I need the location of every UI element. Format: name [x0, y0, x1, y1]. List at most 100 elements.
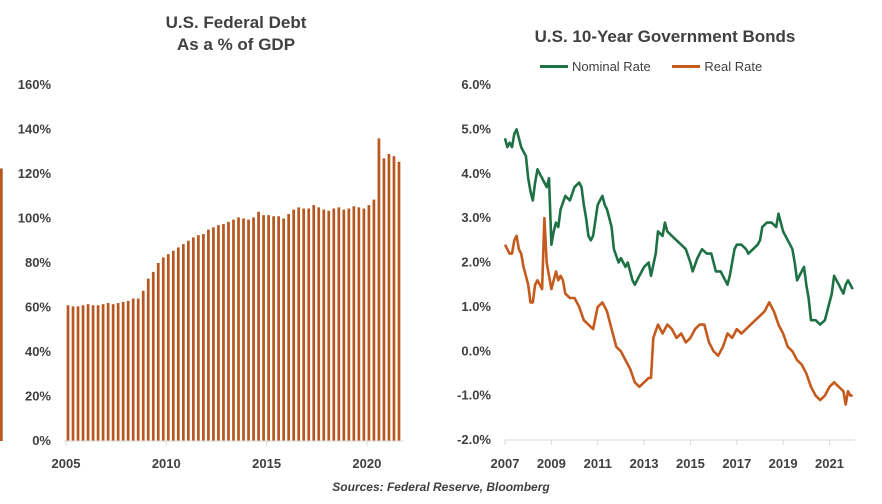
debt-bar	[237, 217, 240, 441]
debt-bar	[382, 158, 386, 442]
x-tick-label-debt: 2005	[52, 456, 81, 471]
x-tick-label-bonds: 2017	[722, 456, 751, 471]
debt-bar	[116, 303, 120, 441]
debt-bar	[272, 216, 275, 441]
debt-bar	[156, 263, 160, 441]
x-tick-label-debt: 2020	[352, 456, 381, 471]
debt-bar	[372, 199, 376, 441]
y-tick-label-bonds: 0.0%	[461, 343, 491, 358]
debt-bar	[136, 298, 140, 441]
x-tick-label-bonds: 2015	[676, 456, 705, 471]
debt-bar	[387, 153, 391, 441]
debt-bar	[262, 215, 265, 441]
debt-bar	[166, 254, 170, 441]
debt-bar	[282, 218, 286, 441]
debt-bar	[287, 214, 291, 441]
debt-bar	[0, 168, 3, 441]
source-note: Sources: Federal Reserve, Bloomberg	[332, 480, 550, 494]
real-rate-line	[503, 216, 853, 406]
x-tick-label-bonds: 2011	[584, 456, 612, 471]
y-tick-label-bonds: 3.0%	[461, 210, 491, 225]
debt-bar	[161, 257, 165, 441]
debt-bar	[186, 240, 190, 441]
x-tick-label-bonds: 2013	[630, 456, 659, 471]
debt-bar	[212, 227, 215, 441]
nominal-rate-line	[503, 128, 854, 326]
debt-bar	[126, 300, 130, 441]
debt-bar	[192, 237, 195, 441]
debt-bar	[342, 209, 346, 441]
debt-bar	[91, 305, 95, 441]
debt-bar	[207, 229, 210, 441]
debt-bar	[322, 209, 326, 441]
debt-bar	[307, 208, 311, 441]
legend-item-real: Real Rate	[672, 59, 762, 74]
bonds-chart-title: U.S. 10-Year Government Bonds	[534, 27, 796, 46]
debt-bar	[101, 304, 105, 441]
y-tick-label-debt: 160%	[18, 77, 52, 92]
debt-bar	[297, 207, 301, 441]
debt-bar	[222, 224, 225, 441]
debt-bar	[197, 235, 200, 441]
debt-bar	[357, 207, 361, 441]
bonds-legend: Nominal Rate Real Rate	[540, 56, 840, 74]
debt-bar	[81, 305, 85, 441]
debt-chart-title-line2: As a % of GDP	[176, 35, 296, 54]
debt-bar	[176, 247, 180, 441]
y-tick-label-debt: 120%	[18, 166, 52, 181]
debt-chart-title: U.S. Federal Debt As a % of GDP	[66, 12, 406, 56]
debt-bar	[217, 225, 220, 441]
y-tick-label-debt: 140%	[18, 122, 52, 137]
x-tick-label-bonds: 2009	[537, 456, 566, 471]
debt-bar	[76, 306, 80, 441]
debt-bar	[317, 207, 321, 441]
y-tick-label-bonds: 1.0%	[461, 299, 491, 314]
debt-bar	[367, 205, 371, 441]
x-tick-label-debt: 2010	[152, 456, 181, 471]
debt-bar	[337, 207, 341, 441]
debt-bar	[96, 305, 100, 441]
debt-bar	[66, 305, 70, 441]
debt-bar	[106, 303, 110, 441]
debt-bar	[71, 306, 75, 441]
debt-bar	[111, 304, 115, 441]
debt-bar	[312, 205, 316, 441]
debt-bar	[242, 218, 245, 441]
y-tick-label-bonds: 2.0%	[461, 255, 491, 270]
debt-bar	[146, 278, 150, 441]
debt-bar	[397, 161, 401, 441]
debt-bar	[292, 209, 296, 441]
debt-bar	[377, 138, 381, 441]
debt-bar	[392, 156, 396, 441]
debt-bar	[362, 208, 366, 441]
x-tick-label-bonds: 2007	[491, 456, 520, 471]
debt-bar	[171, 250, 175, 441]
debt-bar	[141, 290, 145, 441]
debt-bar	[267, 215, 270, 441]
x-tick-label-bonds: 2019	[769, 456, 798, 471]
y-tick-label-debt: 80%	[25, 255, 51, 270]
legend-swatch-real	[672, 65, 701, 68]
y-tick-label-debt: 100%	[18, 211, 52, 226]
debt-bar	[181, 244, 185, 441]
legend-item-nominal: Nominal Rate	[540, 59, 651, 74]
debt-bar	[151, 271, 155, 441]
legend-swatch-nominal	[540, 65, 568, 68]
debt-bar	[352, 206, 356, 441]
y-tick-label-debt: 40%	[25, 344, 51, 359]
y-tick-label-bonds: -1.0%	[457, 388, 491, 403]
debt-bar	[121, 301, 125, 441]
debt-bar	[252, 217, 255, 441]
y-tick-label-bonds: -2.0%	[457, 432, 491, 447]
debt-bar	[247, 219, 250, 441]
legend-label-real: Real Rate	[704, 59, 763, 74]
x-tick-label-debt: 2015	[252, 456, 281, 471]
y-tick-label-bonds: 4.0%	[461, 166, 491, 181]
y-tick-label-bonds: 5.0%	[461, 121, 491, 136]
debt-bar	[202, 234, 205, 441]
debt-bar	[277, 216, 280, 441]
debt-bar	[232, 219, 235, 441]
debt-bar	[302, 208, 306, 441]
debt-bar	[86, 304, 90, 441]
